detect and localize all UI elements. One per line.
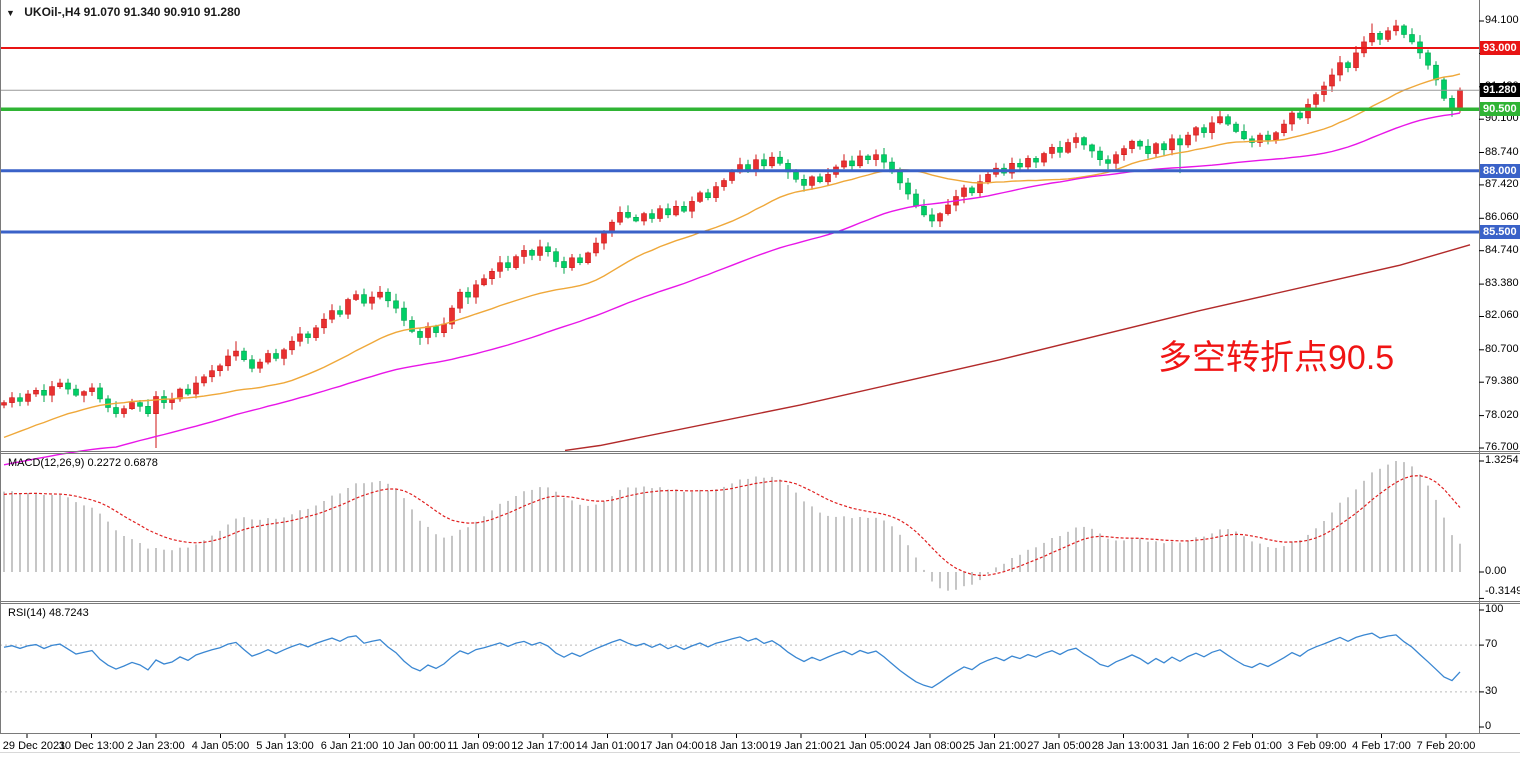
price-tick-label: 87.420 bbox=[1485, 177, 1519, 190]
support2-level-label: 85.500 bbox=[1480, 225, 1520, 240]
annotation-text: 多空转折点90.5 bbox=[1158, 339, 1395, 377]
horizontal-level-lines bbox=[0, 47, 1479, 234]
ma-slow bbox=[564, 244, 1471, 452]
time-tick-label: 11 Jan 09:00 bbox=[447, 740, 510, 752]
time-tick-label: 5 Jan 13:00 bbox=[256, 740, 314, 752]
macd-indicator-label: MACD(12,26,9) 0.2272 0.6878 bbox=[8, 457, 158, 469]
time-tick-label: 2 Feb 01:00 bbox=[1223, 740, 1282, 752]
time-tick-label: 30 Dec 13:00 bbox=[58, 740, 125, 752]
macd-axis-label: 0.00 bbox=[1485, 565, 1507, 577]
time-tick-label: 4 Jan 05:00 bbox=[191, 740, 250, 752]
resistance-level-label: 93.000 bbox=[1480, 40, 1520, 55]
time-tick-label: 10 Jan 00:00 bbox=[382, 740, 446, 752]
candlestick-series bbox=[1, 19, 1463, 448]
time-tick-label: 25 Jan 21:00 bbox=[962, 740, 1027, 752]
time-tick-label: 21 Jan 05:00 bbox=[833, 740, 898, 752]
price-tick-label: 82.060 bbox=[1485, 309, 1519, 322]
price-tick-label: 88.740 bbox=[1485, 145, 1519, 158]
time-tick-label: 4 Feb 17:00 bbox=[1352, 740, 1411, 752]
time-tick-label: 14 Jan 01:00 bbox=[575, 740, 640, 752]
rsi-axis-label: 100 bbox=[1485, 603, 1504, 615]
time-tick-label: 2 Jan 23:00 bbox=[127, 740, 185, 752]
symbol-header: ▼ UKOil-,H4 91.070 91.340 90.910 91.280 bbox=[6, 5, 240, 19]
time-tick-label: 3 Feb 09:00 bbox=[1287, 740, 1347, 752]
price-tick-label: 76.700 bbox=[1485, 440, 1519, 453]
macd-axis-label: -0.3149 bbox=[1485, 585, 1520, 597]
time-tick-label: 7 Feb 20:00 bbox=[1416, 740, 1476, 752]
rsi-axis-label: 70 bbox=[1485, 638, 1498, 651]
symbol-dropdown-icon[interactable]: ▼ bbox=[6, 8, 15, 18]
time-tick-label: 28 Jan 13:00 bbox=[1091, 740, 1156, 752]
price-tick-label: 79.380 bbox=[1485, 375, 1519, 388]
time-tick-label: 17 Jan 04:00 bbox=[640, 740, 704, 752]
rsi-axis-label: 30 bbox=[1485, 684, 1498, 697]
time-tick-label: 18 Jan 13:00 bbox=[704, 740, 769, 752]
macd-signal bbox=[3, 475, 1461, 577]
rsi-indicator-label: RSI(14) 48.7243 bbox=[8, 607, 89, 619]
time-tick-label: 19 Jan 21:00 bbox=[769, 740, 833, 752]
rsi-series bbox=[3, 632, 1461, 689]
ma-fast bbox=[3, 73, 1461, 439]
current-price-label: 91.280 bbox=[1480, 83, 1520, 98]
ma-medium bbox=[3, 112, 1461, 466]
price-tick-label: 94.100 bbox=[1485, 14, 1519, 26]
rsi-axis-label: 0 bbox=[1485, 720, 1492, 732]
macd-signal-line bbox=[3, 475, 1461, 577]
ohlc-readout: 91.070 91.340 90.910 91.280 bbox=[83, 5, 241, 19]
pivot-level-label: 90.500 bbox=[1480, 102, 1520, 117]
price-tick-label: 86.060 bbox=[1485, 211, 1519, 224]
macd-axis-label: 1.3254 bbox=[1485, 453, 1519, 466]
price-tick-label: 80.700 bbox=[1485, 342, 1519, 355]
symbol-name: UKOil-,H4 bbox=[24, 5, 81, 19]
axis-tick-marks bbox=[26, 20, 1484, 738]
time-tick-label: 29 Dec 2021 bbox=[2, 740, 66, 752]
support1-level-label: 88.000 bbox=[1480, 163, 1520, 178]
rsi-levels bbox=[0, 644, 1479, 693]
rsi-line bbox=[3, 632, 1461, 689]
price-tick-label: 83.380 bbox=[1485, 277, 1519, 290]
moving-averages bbox=[3, 73, 1471, 466]
price-tick-label: 84.740 bbox=[1485, 243, 1519, 256]
time-tick-label: 24 Jan 08:00 bbox=[898, 740, 962, 752]
time-tick-label: 12 Jan 17:00 bbox=[511, 740, 575, 752]
time-tick-label: 6 Jan 21:00 bbox=[320, 740, 379, 752]
macd-histogram bbox=[3, 461, 1461, 591]
time-tick-label: 31 Jan 16:00 bbox=[1156, 740, 1220, 752]
time-tick-label: 27 Jan 05:00 bbox=[1027, 740, 1091, 752]
price-tick-label: 78.020 bbox=[1485, 408, 1519, 421]
